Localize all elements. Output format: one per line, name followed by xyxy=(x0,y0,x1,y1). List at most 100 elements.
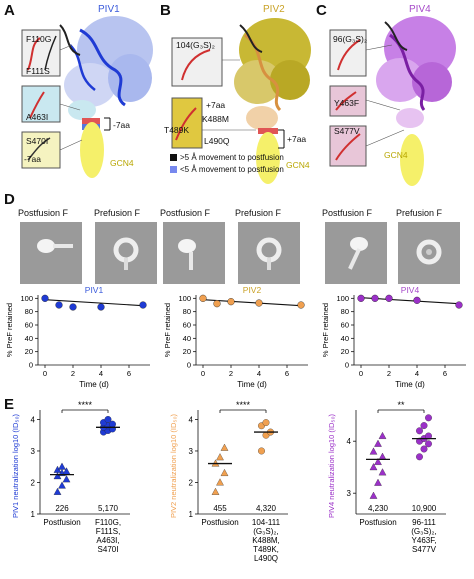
piv1-stability-chart: PIV1 0 20 40 60 80 100 0 2 4 6 Time (d) % PreF retai… xyxy=(5,285,150,389)
data-point-triangle xyxy=(374,439,382,447)
y-tick-label: 2 xyxy=(31,478,36,487)
em-label-5: Postfusion F xyxy=(322,208,373,218)
line-chart-title: PIV2 xyxy=(243,285,262,295)
x-tick-label: 2 xyxy=(387,369,391,378)
piv2-insets xyxy=(171,37,256,149)
data-point xyxy=(227,298,235,306)
data-point-triangle xyxy=(378,468,387,476)
em-image-piv4-prefusion xyxy=(398,222,460,284)
data-point-triangle xyxy=(369,491,378,499)
data-point-triangle xyxy=(378,431,387,439)
group-label: F111S, xyxy=(96,527,121,536)
panel-c-letter: C xyxy=(316,2,327,19)
piv2-plus7aa: +7aa xyxy=(287,134,307,144)
piv1-insets xyxy=(21,29,83,169)
group-label: L490Q xyxy=(254,554,278,563)
data-point-triangle xyxy=(58,481,66,489)
y-tick-label: 40 xyxy=(183,334,191,343)
data-point-triangle xyxy=(369,463,378,471)
data-point-circle xyxy=(104,416,112,423)
em-image-piv1-prefusion xyxy=(95,222,157,284)
piv4-mutation-2: S477V xyxy=(334,126,360,136)
data-point-circle xyxy=(416,453,423,461)
group-label: S470I xyxy=(98,545,119,554)
line-chart-title: PIV4 xyxy=(401,285,420,295)
panel-a-letter: A xyxy=(4,2,15,19)
panel-b-title: PIV2 xyxy=(263,4,285,15)
data-point-triangle xyxy=(62,475,71,483)
data-point xyxy=(55,301,63,309)
data-point xyxy=(455,301,463,309)
y-tick-label: 40 xyxy=(341,334,349,343)
x-axis-label: Time (d) xyxy=(79,380,109,389)
y-tick-label: 100 xyxy=(178,294,191,303)
data-point xyxy=(413,296,421,304)
data-point-circle xyxy=(416,427,423,435)
gmt-value: 4,230 xyxy=(368,504,389,513)
data-point-triangle xyxy=(374,478,382,486)
y-tick-label: 20 xyxy=(25,347,33,356)
em-label-3: Postfusion F xyxy=(160,208,211,218)
piv2-neutralization-chart: 1 2 3 4 PIV2 neutralization log10 (ID₅₀) ****… xyxy=(169,400,288,563)
group-label: K488M, xyxy=(252,536,280,545)
piv4-insets xyxy=(329,29,405,167)
x-axis-label: Time (d) xyxy=(395,380,425,389)
piv1-minus7aa-inset: -7aa xyxy=(24,154,42,164)
y-tick-label: 80 xyxy=(183,307,191,316)
group-label: F110G, xyxy=(95,518,121,527)
y-tick-label: 60 xyxy=(341,321,349,330)
data-point-circle xyxy=(425,432,432,440)
piv2-gcn4: GCN4 xyxy=(286,160,310,170)
y-tick-label: 40 xyxy=(25,334,33,343)
data-point-circle xyxy=(258,447,265,455)
y-tick-label: 2 xyxy=(189,478,194,487)
data-point-circle xyxy=(420,445,428,453)
y-tick-label: 80 xyxy=(25,307,33,316)
piv1-mutation-3: A463I xyxy=(26,112,49,122)
gmt-value: 455 xyxy=(213,504,227,513)
y-tick-label: 0 xyxy=(345,361,349,370)
piv2-plus7aa-inset: +7aa xyxy=(206,100,226,110)
x-tick-label: 2 xyxy=(229,369,233,378)
data-point-triangle xyxy=(220,468,229,476)
x-tick-label: 0 xyxy=(43,369,47,378)
data-point xyxy=(371,294,379,302)
group-label: S477V xyxy=(412,545,437,554)
y-tick-label: 20 xyxy=(183,347,191,356)
group-label: (G₃S)₂, xyxy=(253,527,278,536)
panel-b-letter: B xyxy=(160,2,171,19)
significance-label: **** xyxy=(78,400,93,410)
y-tick-label: 1 xyxy=(189,510,194,519)
data-point-triangle xyxy=(374,457,382,465)
data-point-circle xyxy=(262,419,270,427)
gmt-value: 5,170 xyxy=(98,504,119,513)
legend-item-1: >5 Å movement to postfusion xyxy=(180,153,284,162)
piv1-structure xyxy=(59,16,153,178)
structure-illustrations xyxy=(21,16,456,186)
group-label: 96-111 xyxy=(412,518,436,527)
data-point-circle xyxy=(420,422,428,430)
gmt-value: 4,320 xyxy=(256,504,277,513)
y-tick-label: 60 xyxy=(25,321,33,330)
data-point-triangle xyxy=(58,462,66,470)
group-label: Postfusion xyxy=(359,518,396,527)
piv2-mutation-3: L490Q xyxy=(204,136,230,146)
piv2-insert: 104(G₃S)₂ xyxy=(176,40,215,50)
y-tick-label: 4 xyxy=(347,437,352,446)
x-tick-label: 4 xyxy=(415,369,419,378)
y-axis-label: PIV4 neutralization log10 (ID₅₀) xyxy=(327,413,336,518)
y-tick-label: 80 xyxy=(341,307,349,316)
panel-e-letter: E xyxy=(4,396,15,413)
em-label-6: Prefusion F xyxy=(396,208,443,218)
data-point xyxy=(41,294,49,302)
y-tick-label: 1 xyxy=(31,510,36,519)
y-tick-label: 60 xyxy=(183,321,191,330)
data-point xyxy=(255,299,263,307)
data-point xyxy=(357,294,365,302)
piv1-gcn4: GCN4 xyxy=(110,158,134,168)
x-tick-label: 6 xyxy=(443,369,447,378)
piv4-structure xyxy=(376,16,456,186)
trend-line xyxy=(202,299,302,307)
data-point xyxy=(385,294,393,302)
piv4-neutralization-chart: 3 4 PIV4 neutralization log10 (ID₅₀) ** 4,23… xyxy=(327,400,446,554)
